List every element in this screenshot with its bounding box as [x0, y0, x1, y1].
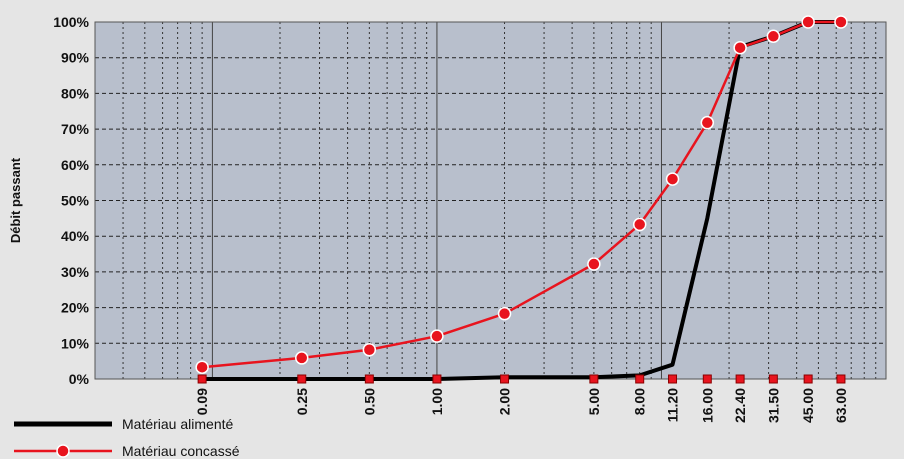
y-tick-label: 30% [61, 264, 90, 280]
x-tick-label: 45.00 [800, 388, 816, 423]
legend-label-feed: Matériau alimenté [122, 416, 233, 432]
legend-marker-crushed [56, 444, 70, 458]
y-tick-label: 90% [61, 50, 90, 66]
x-tick-label: 11.20 [665, 388, 681, 422]
crushed-marker [665, 172, 680, 186]
x-tick-label: 0.25 [294, 388, 310, 415]
y-tick-label: 100% [53, 14, 89, 30]
crushed-marker [801, 15, 815, 29]
y-tick-label: 10% [61, 335, 90, 351]
y-tick-label: 60% [61, 157, 90, 173]
x-tick-label: 0.50 [361, 388, 377, 415]
crushed-marker [632, 217, 647, 232]
feed-marker [197, 374, 207, 384]
feed-marker [702, 374, 712, 384]
feed-marker [768, 374, 778, 384]
series [195, 15, 848, 384]
y-tick-label: 40% [61, 228, 90, 244]
x-axis: 0.09 0.25 0.50 1.00 2.00 5.00 8.00 11.20 16.00 22… [194, 388, 849, 423]
crushed-marker [700, 115, 715, 130]
feed-marker [803, 374, 813, 384]
x-tick-label: 31.50 [765, 388, 781, 423]
y-tick-label: 50% [61, 193, 90, 209]
y-axis: 0% 10% 20% 30% 40% 50% 60% 70% 80% 90% 100% [53, 14, 89, 387]
crushed-marker [430, 329, 444, 343]
feed-marker [364, 374, 374, 384]
y-tick-label: 20% [61, 300, 90, 316]
y-tick-label: 80% [61, 85, 90, 101]
feed-marker [500, 374, 510, 384]
crushed-marker [497, 306, 512, 321]
crushed-marker [362, 342, 377, 357]
feed-marker [432, 374, 442, 384]
x-tick-label: 22.40 [732, 388, 748, 423]
x-tick-label: 1.00 [429, 388, 445, 415]
crushed-marker [195, 360, 209, 374]
y-tick-label: 0% [69, 371, 90, 387]
y-axis-label: Débit passant [8, 157, 23, 243]
y-tick-label: 70% [61, 121, 90, 137]
crushed-marker [766, 29, 781, 44]
crushed-marker [834, 15, 848, 29]
feed-marker [735, 374, 745, 384]
legend: Matériau alimenté Matériau concassé [14, 416, 240, 459]
feed-marker [297, 374, 307, 384]
crushed-marker [733, 40, 747, 55]
feed-marker [836, 374, 846, 384]
feed-marker [635, 374, 645, 384]
grid [94, 21, 887, 380]
x-tick-label: 0.09 [194, 388, 210, 415]
x-tick-label: 8.00 [632, 388, 648, 415]
crushed-marker [587, 257, 601, 271]
legend-label-crushed: Matériau concassé [122, 443, 240, 459]
feed-marker [589, 374, 599, 384]
x-tick-label: 63.00 [833, 388, 849, 423]
x-tick-label: 2.00 [497, 388, 513, 415]
x-tick-label: 16.00 [699, 388, 715, 423]
feed-marker [668, 374, 678, 384]
x-tick-label: 5.00 [586, 388, 602, 415]
crushed-marker [295, 351, 309, 365]
